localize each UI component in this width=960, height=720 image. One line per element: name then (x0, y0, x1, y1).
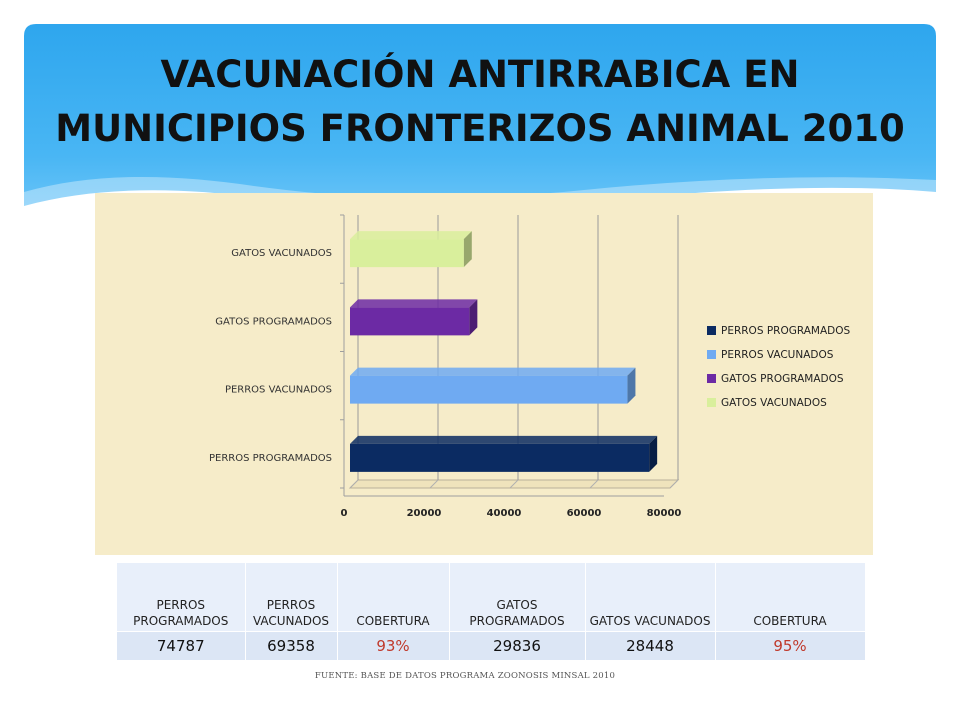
gridline-floor-1 (429, 479, 439, 489)
bar-2 (350, 307, 470, 336)
header-cobertura-gatos: COBERTURA (715, 563, 866, 632)
x-tick-label-1: 20000 (407, 508, 442, 519)
value-perros-vacunados: 69358 (245, 631, 338, 660)
category-label-3: GATOS VACUNADOS (231, 248, 332, 259)
header-perros-programados: PERROS PROGRAMADOS (117, 563, 246, 632)
value-cobertura-perros: 93% (337, 631, 450, 660)
bar-3 (350, 239, 464, 268)
category-label-0: PERROS PROGRAMADOS (209, 453, 332, 464)
legend-swatch-3 (707, 398, 716, 407)
legend-label-1: PERROS VACUNADOS (721, 349, 834, 361)
bar-top-2 (350, 299, 478, 308)
legend-label-0: PERROS PROGRAMADOS (721, 325, 850, 337)
title-line-1: VACUNACIÓN ANTIRRABICA EN (160, 53, 800, 96)
table-row: 74787 69358 93% 29836 28448 95% (117, 631, 866, 660)
gridline-floor-3 (589, 479, 599, 489)
category-label-1: PERROS VACUNADOS (225, 385, 332, 396)
gridline-floor-4 (669, 479, 679, 489)
legend-label-2: GATOS PROGRAMADOS (721, 373, 844, 385)
bar-chart: 0 20000 40000 60000 80000 PERROS PROGRAMADOS P… (209, 214, 850, 519)
bar-top-1 (350, 367, 636, 376)
bar-side-1 (627, 367, 636, 404)
value-gatos-programados: 29836 (449, 631, 586, 660)
bar-side-0 (649, 435, 658, 472)
value-cobertura-gatos: 95% (715, 631, 866, 660)
header-gatos-programados: GATOS PROGRAMADOS (449, 563, 586, 632)
bar-top-0 (350, 435, 658, 444)
data-table: PERROS PROGRAMADOS PERROS VACUNADOS COBE… (117, 563, 866, 660)
bar-1 (350, 375, 628, 404)
header-perros-vacunados: PERROS VACUNADOS (245, 563, 338, 632)
source-note: FUENTE: BASE DE DATOS PROGRAMA ZOONOSIS … (314, 671, 616, 681)
legend-swatch-2 (707, 374, 716, 383)
x-tick-label-4: 80000 (647, 508, 682, 519)
page-title: VACUNACIÓN ANTIRRABICA EN MUNICIPIOS FRO… (24, 48, 936, 156)
bar-top-3 (350, 231, 472, 240)
x-tick-label-3: 60000 (567, 508, 602, 519)
gridline-floor-0 (349, 479, 359, 489)
x-tick-label-2: 40000 (487, 508, 522, 519)
legend-swatch-0 (707, 326, 716, 335)
bar-side-2 (469, 299, 478, 336)
bar-side-3 (463, 231, 472, 268)
bar-0 (350, 443, 650, 472)
chart-panel: 0 20000 40000 60000 80000 PERROS PROGRAMADOS P… (95, 193, 873, 555)
legend-label-3: GATOS VACUNADOS (721, 397, 827, 409)
value-gatos-vacunados: 28448 (585, 631, 716, 660)
header-gatos-vacunados: GATOS VACUNADOS (585, 563, 716, 632)
gridline-floor-2 (509, 479, 519, 489)
x-tick-label-0: 0 (341, 508, 348, 519)
table-header-row: PERROS PROGRAMADOS PERROS VACUNADOS COBE… (117, 563, 866, 632)
header-cobertura-perros: COBERTURA (337, 563, 450, 632)
title-line-2: MUNICIPIOS FRONTERIZOS ANIMAL 2010 (55, 107, 905, 150)
category-label-2: GATOS PROGRAMADOS (215, 316, 332, 327)
legend-swatch-1 (707, 350, 716, 359)
value-perros-programados: 74787 (117, 631, 246, 660)
